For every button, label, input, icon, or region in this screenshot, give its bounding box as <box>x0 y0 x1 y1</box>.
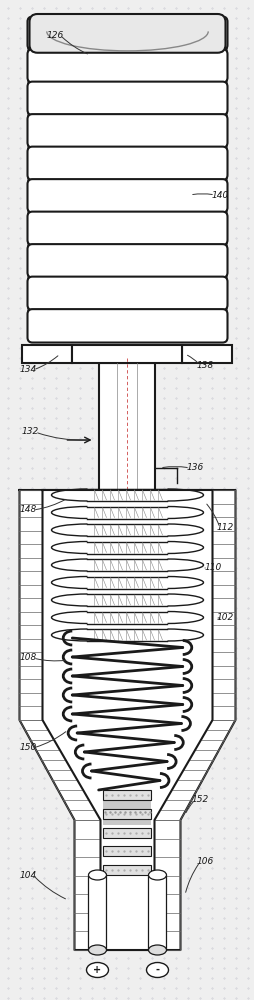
Bar <box>22 345 72 363</box>
FancyBboxPatch shape <box>27 244 227 278</box>
Bar <box>103 800 151 825</box>
Text: 126: 126 <box>46 30 64 39</box>
Text: 152: 152 <box>190 796 208 804</box>
Ellipse shape <box>86 962 108 978</box>
FancyBboxPatch shape <box>27 179 227 213</box>
Text: 112: 112 <box>216 524 233 532</box>
Bar <box>88 875 106 950</box>
FancyBboxPatch shape <box>27 212 227 245</box>
Bar <box>103 846 151 856</box>
Ellipse shape <box>88 945 106 955</box>
FancyBboxPatch shape <box>28 164 226 188</box>
Bar <box>103 790 151 800</box>
FancyBboxPatch shape <box>28 294 226 318</box>
Text: 102: 102 <box>216 613 233 622</box>
Bar <box>103 828 151 838</box>
Text: 140: 140 <box>211 190 228 200</box>
FancyBboxPatch shape <box>27 147 227 180</box>
Text: 110: 110 <box>203 564 221 572</box>
Text: +: + <box>93 965 101 975</box>
Text: 150: 150 <box>19 744 37 752</box>
FancyBboxPatch shape <box>27 114 227 148</box>
FancyBboxPatch shape <box>27 309 227 343</box>
FancyBboxPatch shape <box>27 277 227 310</box>
Text: -: - <box>155 965 159 975</box>
Bar <box>99 363 155 490</box>
Ellipse shape <box>148 870 166 880</box>
Ellipse shape <box>88 870 106 880</box>
Text: 138: 138 <box>196 360 213 369</box>
Bar <box>182 345 232 363</box>
Bar <box>103 865 151 875</box>
FancyBboxPatch shape <box>27 17 227 50</box>
Ellipse shape <box>146 962 168 978</box>
Bar <box>72 345 182 363</box>
FancyBboxPatch shape <box>28 229 226 253</box>
Text: 108: 108 <box>19 654 37 662</box>
Polygon shape <box>19 490 235 950</box>
FancyBboxPatch shape <box>28 131 226 156</box>
FancyBboxPatch shape <box>28 34 226 58</box>
FancyBboxPatch shape <box>29 14 225 53</box>
FancyBboxPatch shape <box>28 99 226 123</box>
Text: 104: 104 <box>19 870 37 880</box>
FancyBboxPatch shape <box>27 49 227 83</box>
Text: 132: 132 <box>21 428 38 436</box>
FancyBboxPatch shape <box>27 82 227 115</box>
Bar <box>103 809 151 819</box>
Text: 134: 134 <box>19 365 37 374</box>
Bar <box>148 875 166 950</box>
Polygon shape <box>42 490 212 950</box>
Text: 106: 106 <box>196 857 213 866</box>
FancyBboxPatch shape <box>28 196 226 221</box>
FancyBboxPatch shape <box>28 66 226 91</box>
Ellipse shape <box>148 945 166 955</box>
FancyBboxPatch shape <box>28 261 226 286</box>
Text: 148: 148 <box>19 506 37 514</box>
Text: 136: 136 <box>186 464 203 473</box>
